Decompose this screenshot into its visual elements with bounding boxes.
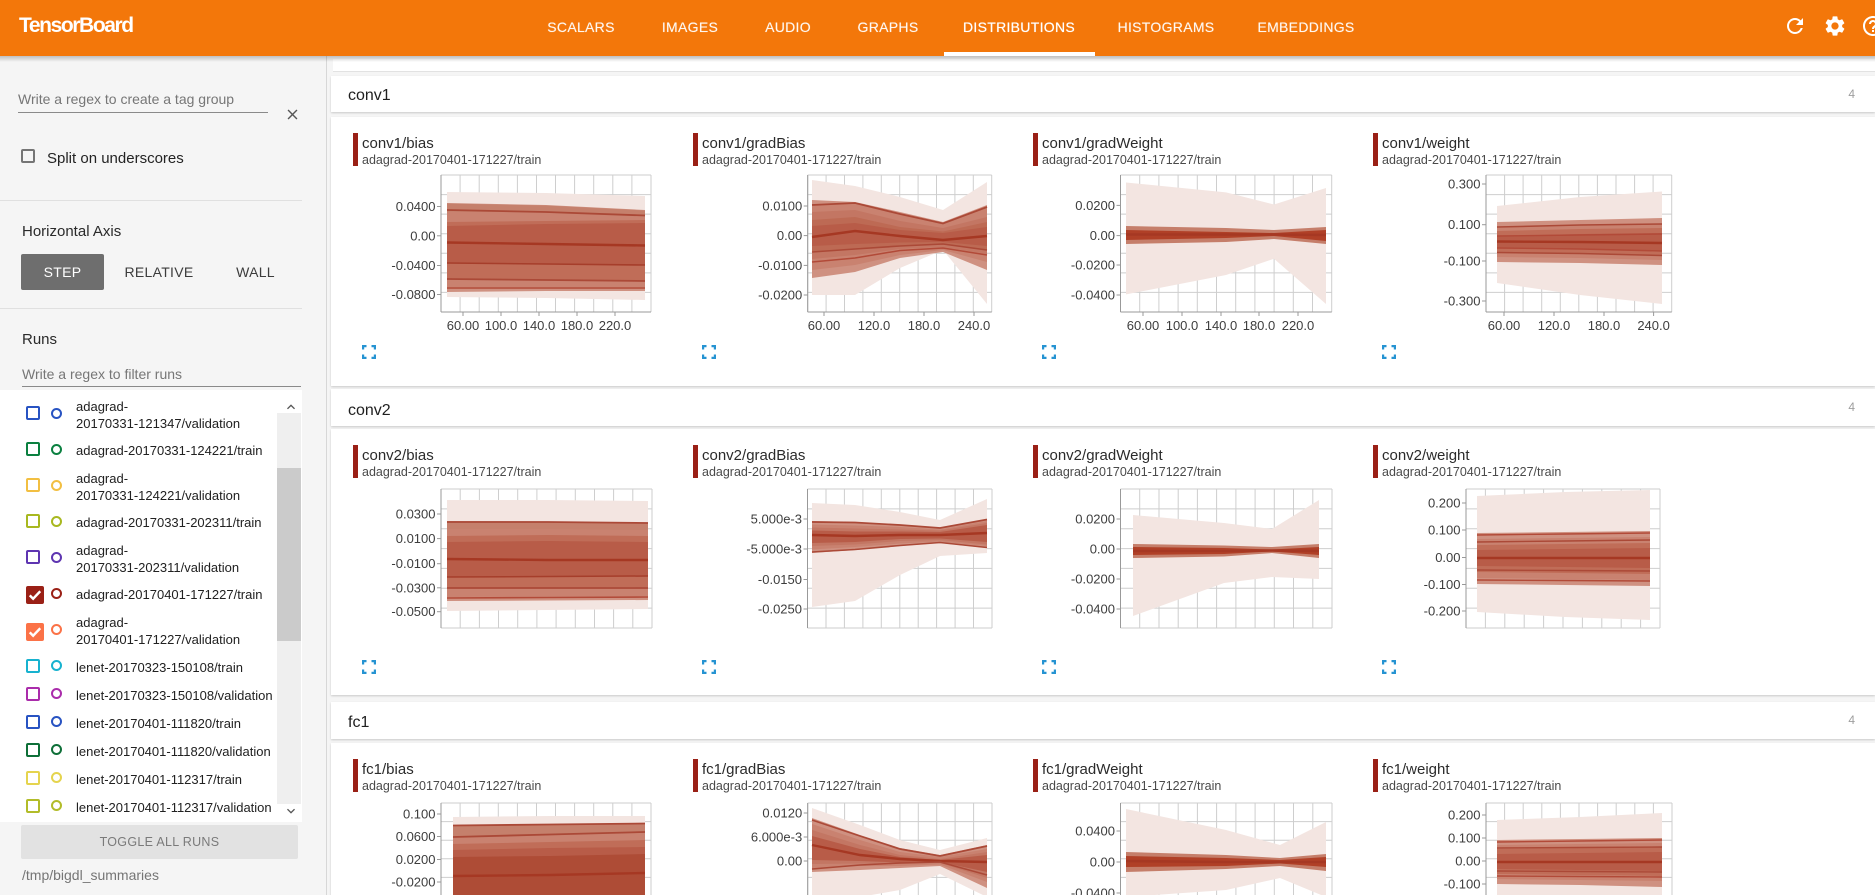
svg-text:0.00: 0.00	[777, 228, 802, 243]
svg-text:5.000e-3: 5.000e-3	[751, 512, 802, 527]
svg-text:240.0: 240.0	[1637, 318, 1670, 333]
svg-text:220.0: 220.0	[1282, 318, 1315, 333]
svg-text:6.000e-3: 6.000e-3	[751, 830, 802, 845]
svg-text:60.00: 60.00	[808, 318, 841, 333]
svg-text:-0.200: -0.200	[1424, 604, 1461, 619]
svg-text:220.0: 220.0	[599, 318, 632, 333]
svg-text:0.200: 0.200	[1448, 808, 1481, 823]
svg-text:0.0200: 0.0200	[1075, 512, 1115, 527]
svg-text:60.00: 60.00	[447, 318, 480, 333]
svg-text:0.0120: 0.0120	[762, 806, 802, 821]
svg-text:-0.100: -0.100	[1444, 877, 1481, 892]
svg-text:-0.300: -0.300	[1444, 294, 1481, 309]
svg-text:0.0400: 0.0400	[1075, 824, 1115, 839]
svg-text:-0.100: -0.100	[1444, 254, 1481, 269]
svg-text:-0.100: -0.100	[1424, 577, 1461, 592]
svg-text:0.0200: 0.0200	[1075, 198, 1115, 213]
svg-text:120.0: 120.0	[858, 318, 891, 333]
svg-text:140.0: 140.0	[1205, 318, 1238, 333]
svg-text:-0.0400: -0.0400	[1071, 886, 1115, 895]
svg-text:0.0100: 0.0100	[396, 531, 436, 546]
svg-text:-0.0400: -0.0400	[391, 258, 435, 273]
svg-text:0.00: 0.00	[1455, 854, 1480, 869]
svg-text:0.00: 0.00	[410, 228, 435, 243]
svg-text:240.0: 240.0	[958, 318, 991, 333]
svg-text:-0.0400: -0.0400	[1071, 602, 1115, 617]
svg-text:0.0300: 0.0300	[396, 507, 436, 522]
svg-text:60.00: 60.00	[1488, 318, 1521, 333]
svg-text:180.0: 180.0	[908, 318, 941, 333]
svg-text:0.0200: 0.0200	[396, 852, 436, 867]
svg-text:0.100: 0.100	[1428, 523, 1461, 538]
svg-text:180.0: 180.0	[561, 318, 594, 333]
svg-text:100.0: 100.0	[1166, 318, 1199, 333]
svg-text:-0.0250: -0.0250	[758, 602, 802, 617]
svg-text:0.100: 0.100	[403, 807, 436, 822]
svg-text:120.0: 120.0	[1538, 318, 1571, 333]
svg-text:-0.0800: -0.0800	[391, 287, 435, 302]
svg-text:0.0400: 0.0400	[396, 199, 436, 214]
svg-text:0.300: 0.300	[1448, 177, 1481, 192]
svg-text:60.00: 60.00	[1127, 318, 1160, 333]
svg-text:0.00: 0.00	[1090, 855, 1115, 870]
svg-text:180.0: 180.0	[1243, 318, 1276, 333]
svg-text:-0.0100: -0.0100	[391, 556, 435, 571]
svg-text:-0.0200: -0.0200	[1071, 572, 1115, 587]
svg-text:-0.0400: -0.0400	[1071, 288, 1115, 303]
svg-text:0.00: 0.00	[1090, 542, 1115, 557]
svg-text:0.00: 0.00	[1090, 228, 1115, 243]
svg-text:-0.0200: -0.0200	[1071, 258, 1115, 273]
svg-text:-0.0150: -0.0150	[758, 572, 802, 587]
svg-text:-0.0200: -0.0200	[391, 875, 435, 890]
svg-text:0.0600: 0.0600	[396, 829, 436, 844]
svg-text:-0.0300: -0.0300	[391, 580, 435, 595]
svg-text:0.100: 0.100	[1448, 831, 1481, 846]
svg-text:0.200: 0.200	[1428, 496, 1461, 511]
svg-text:-0.0100: -0.0100	[758, 258, 802, 273]
svg-text:-5.000e-3: -5.000e-3	[746, 542, 802, 557]
svg-text:0.00: 0.00	[777, 854, 802, 869]
svg-text:-0.0200: -0.0200	[758, 288, 802, 303]
svg-text:180.0: 180.0	[1588, 318, 1621, 333]
svg-text:140.0: 140.0	[523, 318, 556, 333]
svg-text:-0.0500: -0.0500	[391, 604, 435, 619]
svg-text:0.0100: 0.0100	[762, 199, 802, 214]
svg-text:0.00: 0.00	[1435, 550, 1460, 565]
svg-text:0.100: 0.100	[1448, 217, 1481, 232]
svg-text:100.0: 100.0	[485, 318, 518, 333]
